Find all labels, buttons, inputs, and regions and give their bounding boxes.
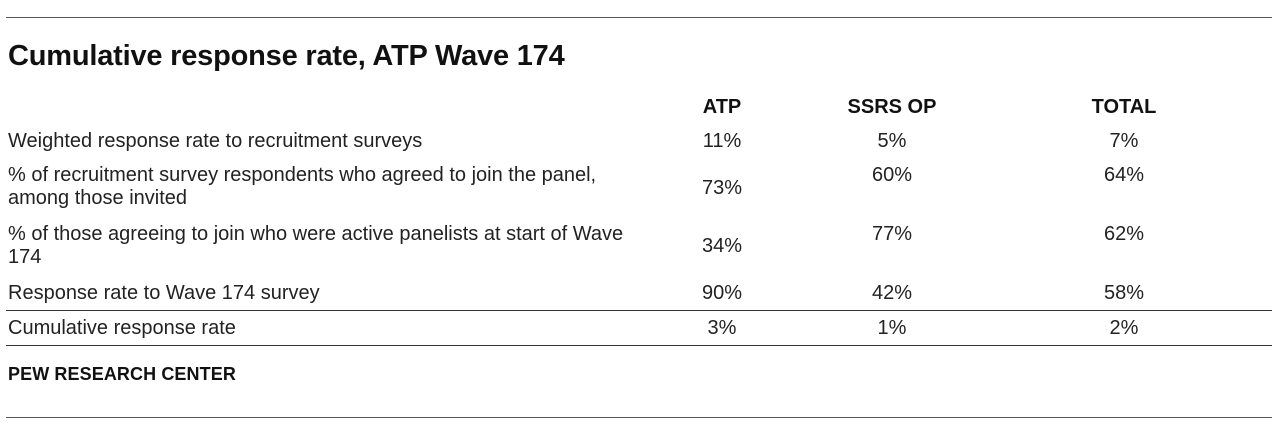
cell-total: 58% <box>1103 282 1145 304</box>
column-header-ssrs-op: SSRS OP <box>847 96 937 118</box>
row-label: Weighted response rate to recruitment su… <box>8 130 423 152</box>
cell-ssrs-op: 5% <box>877 130 907 152</box>
cell-total: 2% <box>1109 317 1139 339</box>
cell-ssrs-op: 77% <box>871 223 913 245</box>
cell-atp: 11% <box>702 130 742 152</box>
cell-total: 7% <box>1109 130 1139 152</box>
cell-ssrs-op: 60% <box>871 164 913 186</box>
column-header-total: TOTAL <box>1091 96 1157 118</box>
row-divider <box>6 345 1272 346</box>
bottom-rule <box>6 417 1272 418</box>
cell-atp: 3% <box>707 317 737 339</box>
top-rule <box>6 17 1272 18</box>
cell-total: 62% <box>1103 223 1145 245</box>
cell-atp: 90% <box>701 282 743 304</box>
cell-atp: 34% <box>701 235 743 257</box>
cell-atp: 73% <box>701 177 743 199</box>
row-label: % of those agreeing to join who were act… <box>8 223 624 268</box>
cell-ssrs-op: 1% <box>877 317 907 339</box>
column-header-atp: ATP <box>702 96 742 118</box>
row-label: Cumulative response rate <box>8 317 236 339</box>
row-label: Response rate to Wave 174 survey <box>8 282 320 304</box>
source-credit: PEW RESEARCH CENTER <box>8 364 236 384</box>
cell-ssrs-op: 42% <box>871 282 913 304</box>
row-label: % of recruitment survey respondents who … <box>8 164 597 209</box>
cell-total: 64% <box>1103 164 1145 186</box>
row-divider <box>6 310 1272 311</box>
table-title: Cumulative response rate, ATP Wave 174 <box>8 40 565 72</box>
